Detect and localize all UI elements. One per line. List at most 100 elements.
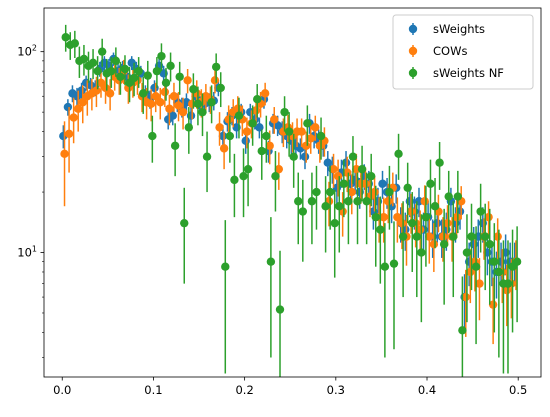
x-tick-label: 0.5: [509, 383, 527, 397]
data-point: [156, 98, 165, 107]
data-point: [323, 158, 332, 167]
data-layer: [59, 24, 522, 377]
data-point: [148, 131, 157, 141]
data-point: [503, 279, 513, 288]
data-point: [274, 164, 284, 174]
legend-box: [392, 14, 534, 90]
legend-label: sWeights NF: [433, 66, 504, 80]
data-point: [216, 83, 225, 93]
data-point: [219, 144, 229, 153]
data-point: [380, 262, 390, 271]
data-point: [361, 179, 370, 188]
data-point: [329, 164, 338, 174]
data-point: [311, 123, 320, 132]
data-point: [438, 232, 448, 241]
data-point: [73, 104, 83, 113]
data-point: [341, 158, 351, 167]
data-point: [174, 101, 183, 110]
data-point: [417, 248, 426, 257]
data-point: [168, 111, 177, 120]
data-point: [289, 152, 298, 161]
data-point: [120, 64, 130, 74]
data-point: [266, 257, 276, 266]
data-point: [376, 225, 385, 234]
data-point: [234, 111, 244, 120]
data-point: [384, 197, 393, 206]
data-point: [72, 92, 82, 101]
data-point: [218, 131, 228, 141]
data-point: [180, 218, 189, 228]
data-point: [161, 78, 171, 87]
data-point: [385, 187, 394, 197]
x-tick-label: 0.4: [418, 383, 436, 397]
data-point: [271, 171, 280, 181]
data-point: [389, 259, 399, 268]
data-point: [379, 212, 388, 222]
data-point: [393, 212, 402, 222]
data-point: [453, 192, 463, 201]
data-point: [78, 98, 87, 107]
data-point: [224, 115, 233, 124]
data-point: [485, 240, 494, 249]
data-point: [262, 131, 271, 141]
data-point: [444, 192, 453, 201]
data-point: [64, 129, 74, 139]
data-point: [275, 305, 285, 314]
data-point: [186, 111, 196, 120]
data-point: [398, 232, 408, 241]
data-point: [378, 179, 387, 188]
y-axis: 101 102: [17, 44, 44, 358]
data-point: [421, 212, 431, 222]
data-point: [494, 267, 504, 277]
data-point: [458, 326, 467, 335]
y-tick-label: 101: [17, 245, 37, 260]
data-point: [92, 86, 101, 95]
data-point: [255, 123, 264, 132]
data-point: [251, 106, 261, 115]
data-point: [60, 149, 69, 159]
data-point: [243, 164, 253, 174]
legend-label: sWeights: [433, 22, 485, 36]
data-point: [339, 179, 349, 188]
data-point: [316, 131, 326, 141]
data-point: [230, 175, 239, 185]
data-point: [484, 212, 493, 222]
data-point: [312, 187, 321, 197]
data-point: [298, 207, 308, 216]
data-point: [69, 113, 78, 122]
data-point: [253, 94, 262, 104]
data-point: [260, 89, 270, 98]
data-point: [169, 92, 179, 101]
data-point: [143, 71, 152, 80]
data-point: [300, 152, 310, 161]
data-point: [175, 72, 184, 81]
data-point: [429, 240, 439, 249]
data-point: [77, 86, 86, 95]
data-point: [184, 123, 194, 132]
data-point: [471, 262, 481, 271]
data-point: [502, 285, 512, 295]
data-point: [435, 158, 444, 167]
series-2: [61, 24, 522, 377]
data-point: [178, 107, 188, 117]
data-point: [284, 127, 294, 136]
data-point: [88, 58, 98, 68]
data-point: [70, 39, 80, 48]
data-point: [325, 187, 335, 197]
data-point: [294, 197, 303, 206]
data-point: [352, 164, 361, 174]
data-point: [170, 141, 180, 150]
legend-entry: sWeights: [408, 22, 485, 36]
data-point: [321, 202, 330, 211]
data-point: [488, 300, 498, 309]
data-point: [151, 92, 160, 101]
x-axis: 0.0 0.1 0.2 0.3 0.4 0.5: [53, 377, 527, 397]
data-point: [480, 232, 490, 241]
data-point: [211, 62, 221, 72]
data-point: [207, 98, 216, 107]
data-point: [111, 56, 121, 66]
data-point: [116, 72, 125, 81]
data-point: [425, 232, 434, 241]
